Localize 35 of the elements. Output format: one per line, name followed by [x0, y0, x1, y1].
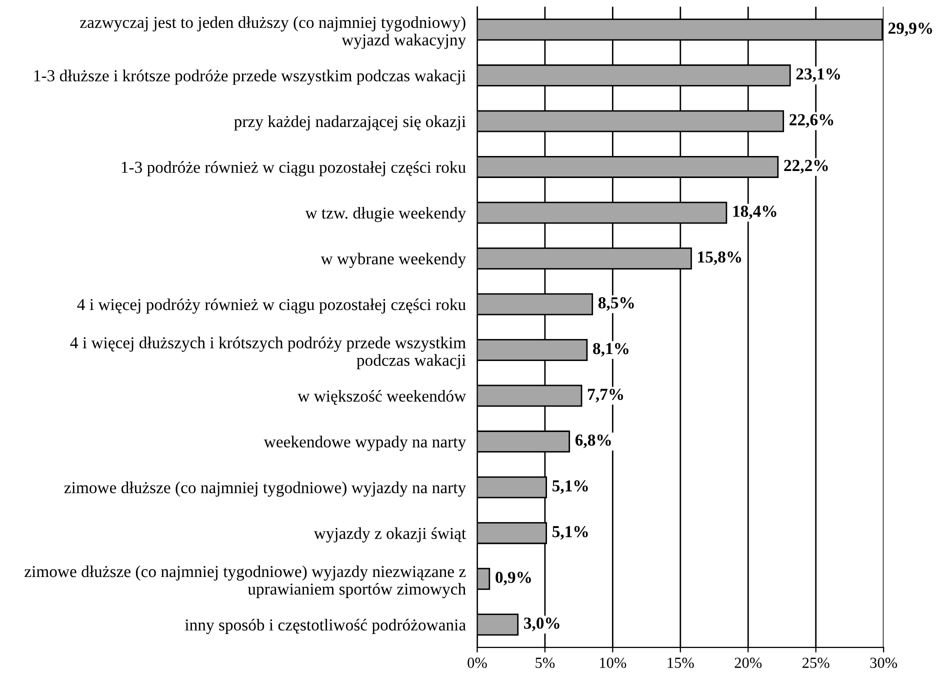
y-tick-label: przy każdej nadarzającej się okazji — [234, 115, 466, 131]
x-tick-label: 30% — [870, 658, 898, 668]
y-tick-label: 4 i więcej dłuższych i krótszych podróży przede wszystkim podczas wakacji — [70, 336, 466, 370]
y-tick-label: w wybrane weekendy — [320, 252, 466, 268]
data-label: 5,1% — [552, 480, 588, 494]
y-tick-label: w większość weekendów — [298, 390, 466, 405]
data-label: 29,9% — [888, 22, 932, 36]
data-label: 15,8% — [698, 251, 742, 266]
data-label: 18,4% — [733, 206, 776, 220]
y-tick-label: 1-3 podróże również w ciągu pozostałej części roku — [122, 161, 466, 176]
y-tick-label: 4 i więcej podróży również w ciągu pozostałej części roku — [77, 298, 466, 314]
data-label: 6,8% — [575, 434, 611, 448]
data-label: 8,5% — [598, 297, 634, 311]
data-label: 22,6% — [790, 114, 834, 128]
data-label: 22,2% — [784, 160, 828, 174]
y-tick-label: zazwyczaj jest to jeden dłuższy (co najmniej tygodniowy) wyjazd wakacyjny — [80, 16, 466, 49]
data-label: 0,9% — [496, 572, 531, 586]
y-tick-label: weekendowe wypady na narty — [264, 436, 466, 451]
x-tick-label: 20% — [734, 658, 762, 668]
x-tick-label: 25% — [802, 658, 830, 668]
y-tick-label: wyjazdy z okazji świąt — [314, 527, 466, 542]
data-label: 8,1% — [593, 342, 628, 357]
x-tick-label: 5% — [536, 658, 555, 668]
y-tick-label: inny sposób i częstotliwość podróżowania — [185, 618, 466, 634]
x-tick-label: 15% — [668, 658, 694, 668]
data-label: 3,0% — [524, 618, 560, 632]
data-label: 5,1% — [552, 526, 588, 540]
x-tick-label: 10% — [600, 658, 626, 668]
x-tick-label: 0% — [468, 658, 487, 668]
y-tick-label: 1-3 dłuższe i krótsze podróże przede wszystkim podczas wakacji — [34, 70, 466, 85]
y-tick-label: zimowe dłuższe (co najmniej tygodniowe) wyjazdy niezwiązane z uprawianiem sportów zimowych — [24, 565, 466, 598]
data-label: 23,1% — [796, 68, 840, 82]
y-tick-label: w tzw. długie weekendy — [305, 206, 466, 222]
data-label: 7,7% — [588, 388, 624, 402]
y-tick-label: zimowe dłuższe (co najmniej tygodniowe) wyjazdy na narty — [64, 482, 466, 497]
